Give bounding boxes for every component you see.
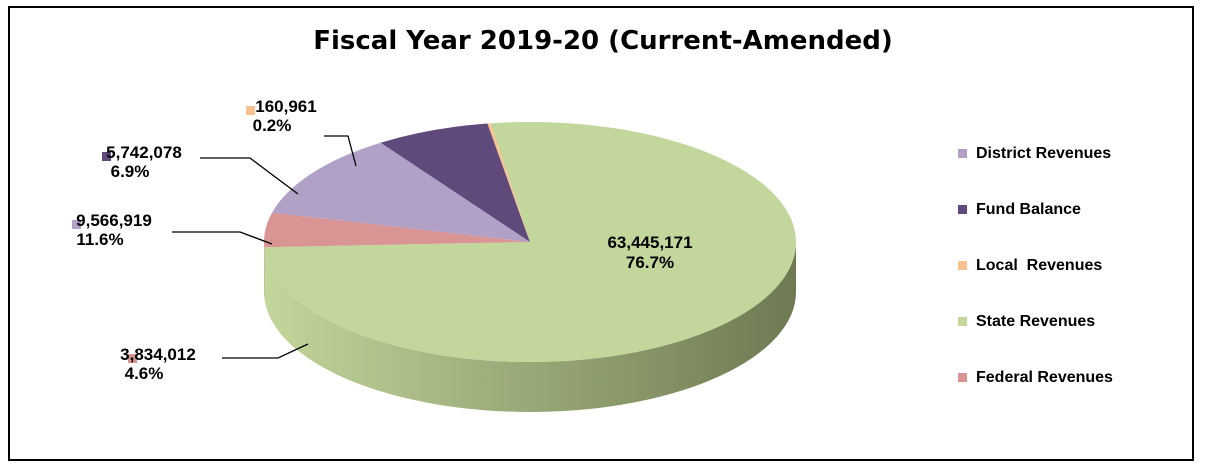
data-label-value: 5,742,078 [106, 143, 182, 162]
data-label-percent: 76.7% [626, 253, 674, 272]
pie-slice-federal-revenues [264, 212, 530, 248]
data-label-marker [72, 220, 81, 229]
data-label-percent: 4.6% [125, 364, 164, 383]
chart-frame: Fiscal Year 2019-20 (Current-Amended) 63… [8, 6, 1194, 461]
leader-line [172, 231, 273, 245]
pie-slice-local-revenues [487, 123, 530, 242]
legend: District Revenues Fund Balance Local Reven… [958, 145, 1113, 386]
legend-swatch [958, 149, 967, 158]
legend-swatch [958, 261, 967, 270]
legend-item-federal-revenues: Federal Revenues [958, 369, 1113, 386]
legend-swatch [958, 373, 967, 382]
data-label-marker [102, 152, 111, 161]
legend-label: State Revenues [976, 313, 1095, 330]
data-label-percent: 0.2% [253, 116, 292, 135]
legend-item-state-revenues: State Revenues [958, 313, 1095, 330]
legend-swatch [958, 317, 967, 326]
chart-title: Fiscal Year 2019-20 (Current-Amended) [313, 26, 893, 56]
pie-slice-district-revenues [272, 142, 530, 242]
legend-item-fund-balance: Fund Balance [958, 201, 1081, 218]
leader-line [200, 157, 299, 195]
legend-label: Federal Revenues [976, 369, 1113, 386]
legend-label: District Revenues [976, 145, 1111, 162]
data-label-value: 63,445,171 [607, 233, 692, 252]
data-label-value: 160,961 [255, 97, 316, 116]
legend-item-district-revenues: District Revenues [958, 145, 1111, 162]
pie-slices [264, 122, 796, 363]
pie-slice-fund-balance [380, 123, 530, 242]
legend-label: Local Revenues [976, 257, 1102, 274]
leader-line [222, 343, 309, 359]
legend-label: Fund Balance [976, 201, 1081, 218]
data-label-percent: 6.9% [111, 162, 150, 181]
data-label-marker [246, 106, 255, 115]
legend-swatch [958, 205, 967, 214]
legend-item-local-revenues: Local Revenues [958, 257, 1102, 274]
data-label-value: 9,566,919 [76, 211, 152, 230]
data-label-value: 3,834,012 [120, 345, 196, 364]
leader-line [324, 135, 357, 167]
data-label-percent: 11.6% [76, 230, 123, 249]
pie-side-state-revenues [264, 242, 796, 413]
data-label-marker [128, 354, 137, 363]
pie-side-walls [264, 242, 796, 413]
pie-slice-state-revenues [264, 122, 796, 363]
